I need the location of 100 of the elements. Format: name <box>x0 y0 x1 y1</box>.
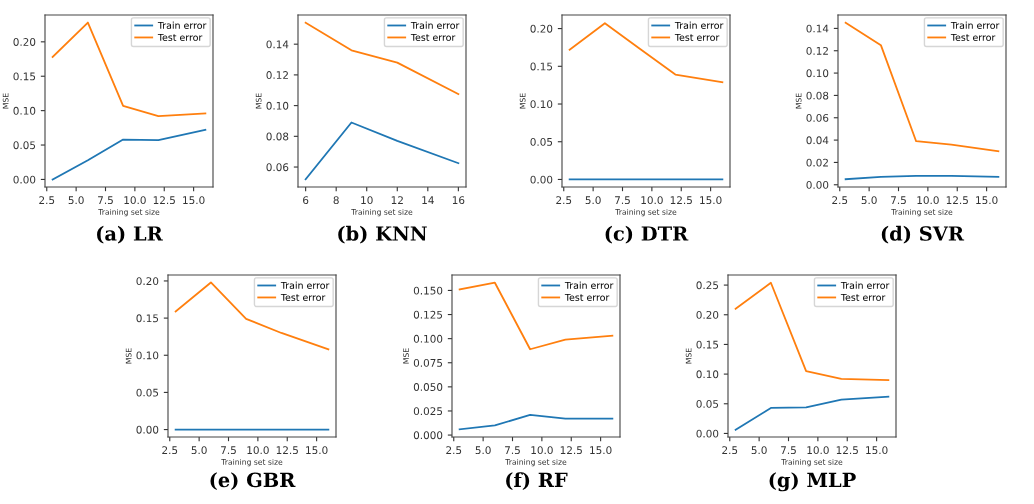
x-tick-label: 6 <box>303 196 309 205</box>
x-tick-label: 7.5 <box>781 446 796 455</box>
text: (a) LR <box>97 225 163 244</box>
x-tick-label: 14 <box>422 196 434 204</box>
line-series <box>51 128 207 181</box>
x-tick-label: 2.5 <box>832 196 848 205</box>
y-tick-label: 0.20 <box>696 310 719 319</box>
legend-label: Test error <box>157 33 203 41</box>
x-tick-label: 12 <box>391 196 403 204</box>
y-tick-label: 0.06 <box>806 113 829 122</box>
x-tick-label: 15.0 <box>590 446 612 455</box>
y-tick-label: 0.100 <box>413 334 443 343</box>
legend-label: Train error <box>157 21 207 29</box>
legend-label: Test error <box>280 293 326 301</box>
y-tick-label: 0.25 <box>696 281 719 290</box>
y-tick-label: 0.12 <box>266 71 288 79</box>
y-tick-label: 0.15 <box>696 340 719 349</box>
y-tick-label: 0.025 <box>413 407 443 416</box>
x-tick-label: 12.5 <box>946 196 968 205</box>
x-tick-label: 8 <box>333 196 339 205</box>
x-tick-label: 2.5 <box>722 446 738 455</box>
line-series <box>734 281 890 381</box>
line-series <box>458 281 614 351</box>
x-tick-label: 15.0 <box>306 446 328 455</box>
legend-label: Test error <box>410 33 456 41</box>
x-tick-label: 2.5 <box>162 446 178 455</box>
x-tick-label: 2.5 <box>556 196 572 205</box>
legend-label: Test error <box>840 293 886 301</box>
y-tick-label: 0.050 <box>413 383 443 391</box>
y-tick-label: 0.00 <box>530 175 553 184</box>
y-tick-label: 0.12 <box>806 46 828 55</box>
y-tick-label: 0.02 <box>806 158 828 167</box>
y-tick-label: 0.05 <box>136 388 159 397</box>
x-tick-label: 10.0 <box>917 196 939 205</box>
line-series <box>51 21 207 118</box>
x-tick-label: 15.0 <box>700 196 722 205</box>
legend-label: Train error <box>280 281 330 289</box>
line-series <box>568 22 724 84</box>
x-tick-label: 12.5 <box>276 446 298 455</box>
x-tick-label: 10.0 <box>247 446 269 455</box>
x-tick-label: 7.5 <box>615 196 630 205</box>
text: (b) KNN <box>338 225 427 244</box>
x-tick-label: 7.5 <box>98 196 113 205</box>
y-tick-label: 0.15 <box>136 314 159 323</box>
x-tick-label: 10.0 <box>807 446 829 455</box>
x-tick-label: 10.0 <box>641 196 663 205</box>
text: (d) SVR <box>881 225 965 244</box>
text: (f) RF <box>506 472 568 491</box>
y-tick-label: 0.15 <box>13 72 36 81</box>
y-tick-label: 0.000 <box>413 431 443 440</box>
x-tick-label: 15.0 <box>866 446 888 455</box>
line-series <box>304 121 460 181</box>
x-tick-label: 12.5 <box>836 446 858 455</box>
y-tick-label: 0.08 <box>806 91 829 100</box>
x-tick-label: 5.0 <box>475 446 491 455</box>
x-tick-label: 12.5 <box>670 196 692 205</box>
text: (e) GBR <box>210 472 296 491</box>
x-tick-label: 7.5 <box>891 196 906 205</box>
y-tick-label: 0.05 <box>696 400 719 408</box>
x-tick-label: 10.0 <box>124 196 146 205</box>
x-tick-label: 5.0 <box>585 196 601 205</box>
y-tick-label: 0.15 <box>530 62 553 71</box>
line-series <box>458 413 614 431</box>
legend-label: Test error <box>950 33 996 41</box>
legend-label: Train error <box>840 281 890 289</box>
text: (g) MLP <box>769 472 856 492</box>
x-tick-label: 7.5 <box>505 446 520 455</box>
y-tick-label: 0.075 <box>413 358 443 367</box>
legend-label: Train error <box>564 281 614 289</box>
legend-label: Train error <box>674 21 724 29</box>
y-tick-label: 0.20 <box>13 38 36 46</box>
y-tick-label: 0.06 <box>266 163 289 172</box>
y-tick-label: 0.10 <box>136 351 159 360</box>
legend-label: Train error <box>410 21 460 29</box>
y-tick-label: 0.05 <box>530 137 553 146</box>
y-tick-label: 0.20 <box>136 277 159 286</box>
legend-label: Test error <box>674 33 720 41</box>
y-tick-label: 0.14 <box>806 24 829 33</box>
y-tick-label: 0.14 <box>266 40 289 49</box>
line-series <box>174 281 330 351</box>
x-tick-label: 10.0 <box>531 446 553 455</box>
x-tick-label: 5.0 <box>861 196 877 205</box>
y-tick-label: 0.10 <box>530 100 553 109</box>
x-tick-label: 15.0 <box>183 196 205 205</box>
y-tick-label: 0.10 <box>696 370 719 379</box>
line-series <box>734 395 890 431</box>
legend-label: Train error <box>950 21 1000 29</box>
x-tick-label: 12.5 <box>153 196 175 205</box>
y-tick-label: 0.10 <box>13 106 36 115</box>
x-tick-label: 15.0 <box>976 196 998 205</box>
y-tick-label: 0.00 <box>13 175 36 184</box>
y-tick-label: 0.05 <box>13 141 36 150</box>
y-tick-label: 0.150 <box>413 286 443 295</box>
y-tick-label: 0.08 <box>266 132 289 141</box>
x-tick-label: 5.0 <box>191 446 207 455</box>
x-tick-label: 16 <box>452 196 465 205</box>
x-tick-label: 5.0 <box>68 196 84 205</box>
y-tick-label: 0.00 <box>136 425 159 434</box>
x-tick-label: 12.5 <box>560 446 582 455</box>
x-tick-label: 7.5 <box>221 446 236 455</box>
